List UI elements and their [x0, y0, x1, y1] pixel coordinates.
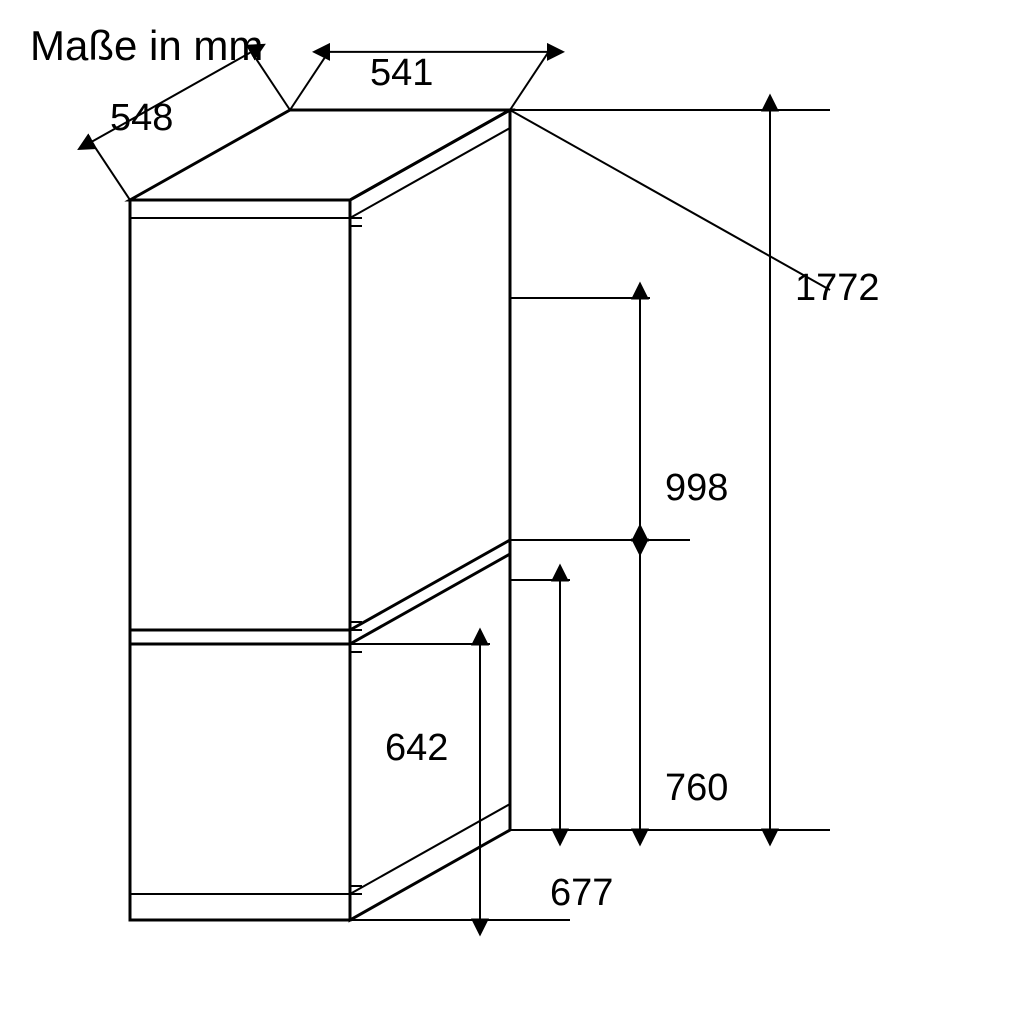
- dim-depth-back: 760: [665, 767, 728, 809]
- appliance-isometric: [130, 110, 510, 920]
- dim-height-upper: 998: [665, 467, 728, 509]
- dim-height-total: 1772: [795, 267, 880, 309]
- dim-width-left: 548: [110, 97, 173, 139]
- dim-width-right: 541: [370, 52, 433, 94]
- title-label: Maße in mm: [30, 22, 263, 69]
- dim-depth-front: 677: [550, 872, 613, 914]
- dimension-annotations: 548 541 1772 998 760 677 642: [92, 52, 880, 920]
- dim-height-door-lower: 642: [385, 727, 448, 769]
